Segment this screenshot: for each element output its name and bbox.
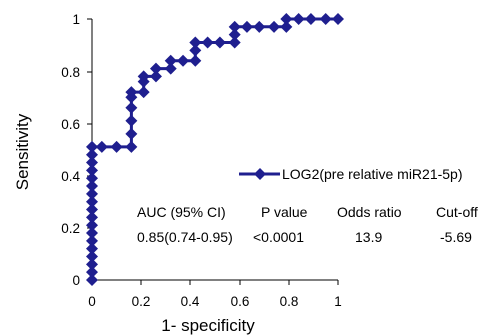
data-point-marker bbox=[280, 20, 293, 33]
data-point-marker bbox=[86, 195, 98, 208]
data-point-marker bbox=[125, 86, 138, 99]
stats-value-odds-ratio: 13.9 bbox=[355, 229, 382, 245]
data-point-marker bbox=[164, 62, 177, 75]
data-point-marker bbox=[319, 13, 332, 25]
data-point-marker bbox=[125, 140, 138, 153]
y-tick-label: 0 bbox=[72, 273, 80, 288]
series-layer bbox=[86, 13, 344, 286]
y-tick-label: 0.4 bbox=[61, 169, 80, 184]
data-point-marker bbox=[280, 13, 293, 25]
data-point-marker bbox=[332, 13, 344, 25]
data-point-marker bbox=[189, 36, 202, 49]
data-point-marker bbox=[213, 36, 226, 49]
stats-header-cutoff: Cut-off bbox=[436, 204, 478, 220]
stats-table: AUC (95% CI) P value Odds ratio Cut-off … bbox=[137, 204, 478, 245]
data-point-marker bbox=[164, 54, 177, 67]
data-point-marker bbox=[228, 28, 241, 41]
legend-diamond-marker bbox=[254, 168, 266, 180]
stats-value-auc: 0.85(0.74-0.95) bbox=[137, 229, 233, 245]
data-point-marker bbox=[268, 20, 281, 33]
data-point-marker bbox=[177, 54, 190, 67]
data-point-marker bbox=[304, 13, 317, 25]
data-point-marker bbox=[253, 20, 266, 33]
data-point-marker bbox=[86, 266, 98, 279]
stats-value-p-value: <0.0001 bbox=[253, 229, 304, 245]
data-point-marker bbox=[86, 172, 98, 185]
legend-label: LOG2(pre relative miR21-5p) bbox=[282, 166, 463, 182]
x-axis-title: 1- specificity bbox=[161, 316, 255, 335]
data-point-marker bbox=[86, 227, 98, 240]
data-point-marker bbox=[137, 86, 150, 99]
stats-header-odds-ratio: Odds ratio bbox=[337, 204, 402, 220]
x-tick-label: 1 bbox=[334, 294, 342, 309]
x-ticks: 0 0.2 0.4 0.6 0.8 1 bbox=[88, 280, 342, 309]
data-point-marker bbox=[86, 274, 98, 286]
y-tick-label: 0.6 bbox=[61, 117, 80, 132]
data-point-marker bbox=[86, 203, 98, 216]
stats-value-cutoff: -5.69 bbox=[440, 229, 472, 245]
data-point-marker bbox=[149, 62, 162, 75]
y-tick-label: 1 bbox=[72, 12, 80, 27]
x-tick-label: 0.8 bbox=[280, 294, 299, 309]
data-point-marker bbox=[201, 36, 214, 49]
data-point-marker bbox=[86, 234, 98, 247]
data-point-marker bbox=[125, 127, 138, 140]
data-point-marker bbox=[86, 187, 98, 200]
data-point-marker bbox=[86, 148, 98, 161]
y-axis-title: Sensitivity bbox=[13, 113, 32, 190]
data-point-marker bbox=[292, 13, 305, 25]
y-tick-label: 0.8 bbox=[61, 65, 80, 80]
data-point-marker bbox=[240, 20, 253, 33]
x-tick-label: 0 bbox=[88, 294, 96, 309]
stats-header-p-value: P value bbox=[261, 204, 308, 220]
data-point-marker bbox=[189, 54, 202, 67]
data-point-marker bbox=[110, 140, 123, 153]
legend: LOG2(pre relative miR21-5p) bbox=[239, 166, 463, 182]
data-point-marker bbox=[86, 164, 98, 177]
data-point-marker bbox=[86, 250, 98, 263]
y-ticks: 0 0.2 0.4 0.6 0.8 1 bbox=[61, 12, 92, 288]
data-point-marker bbox=[86, 140, 98, 153]
data-point-marker bbox=[86, 180, 98, 193]
data-point-marker bbox=[149, 70, 162, 83]
data-point-marker bbox=[189, 44, 202, 57]
data-point-marker bbox=[125, 101, 138, 114]
y-tick-label: 0.2 bbox=[61, 221, 80, 236]
data-point-marker bbox=[86, 211, 98, 224]
x-tick-label: 0.2 bbox=[132, 294, 151, 309]
data-point-marker bbox=[86, 258, 98, 271]
data-point-marker bbox=[125, 114, 138, 127]
x-tick-label: 0.6 bbox=[231, 294, 250, 309]
x-tick-label: 0.4 bbox=[181, 294, 200, 309]
data-point-marker bbox=[86, 242, 98, 255]
data-point-marker bbox=[137, 70, 150, 83]
data-point-marker bbox=[86, 156, 98, 169]
stats-header-auc: AUC (95% CI) bbox=[137, 204, 226, 220]
data-point-marker bbox=[86, 219, 98, 232]
data-point-marker bbox=[228, 36, 241, 49]
data-point-marker bbox=[228, 20, 241, 33]
data-point-marker bbox=[95, 140, 108, 153]
